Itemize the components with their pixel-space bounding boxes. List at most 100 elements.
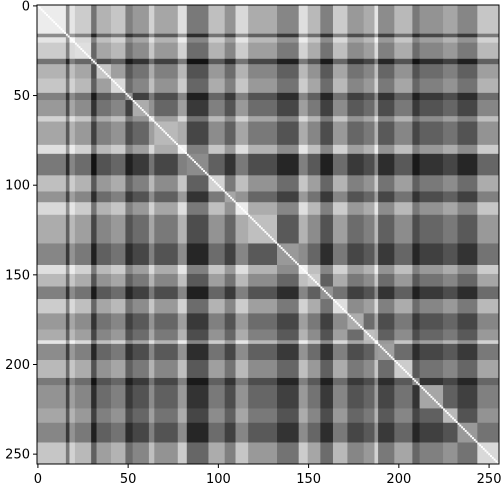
heatmap-block-cell [224, 175, 236, 192]
heatmap-block-cell [132, 343, 150, 361]
heatmap-block-cell [91, 264, 97, 275]
heatmap-block-cell [132, 243, 150, 266]
heatmap-block-cell [307, 42, 321, 60]
heatmap-block-cell [419, 78, 444, 94]
heatmap-block-cell [74, 264, 92, 275]
heatmap-block-cell [91, 214, 97, 244]
diagonal-cell [161, 128, 164, 131]
heatmap-block-cell [224, 343, 236, 361]
heatmap-block-cell [224, 273, 236, 287]
heatmap-block-cell [298, 100, 309, 117]
heatmap-block-cell [148, 202, 155, 216]
heatmap-block-cell [320, 442, 334, 465]
heatmap-block-cell [110, 42, 126, 60]
heatmap-block-cell [235, 33, 249, 38]
diagonal-cell [329, 295, 332, 298]
heatmap-block-cell [154, 422, 179, 443]
heatmap-block-cell [378, 442, 395, 465]
heatmap-block-cell [419, 214, 444, 244]
heatmap-block-cell [277, 273, 300, 287]
diagonal-cell [159, 126, 162, 129]
heatmap-block-cell [37, 313, 67, 330]
heatmap-block-cell [412, 299, 420, 314]
heatmap-block-cell [457, 116, 478, 122]
diagonal-cell [455, 420, 458, 423]
diagonal-cell [493, 458, 496, 461]
heatmap-block-cell [374, 202, 379, 216]
diagonal-cell [351, 316, 354, 319]
heatmap-block-cell [277, 153, 300, 176]
diagonal-cell [392, 358, 395, 361]
heatmap-block-cell [248, 273, 278, 287]
heatmap-block-cell [177, 42, 188, 60]
heatmap-block-cell [374, 313, 379, 330]
diagonal-cell [298, 264, 301, 267]
heatmap-block-cell [277, 329, 300, 341]
diagonal-cell [439, 404, 442, 407]
heatmap-block-cell [419, 377, 444, 386]
heatmap-block-cell [320, 343, 334, 361]
diagonal-cell [295, 261, 298, 264]
heatmap-block-cell [69, 329, 76, 341]
heatmap-block-cell [374, 64, 379, 79]
diagonal-cell [437, 403, 440, 406]
heatmap-block-cell [320, 64, 334, 79]
heatmap-block-cell [208, 377, 226, 386]
heatmap-block-cell [332, 202, 348, 216]
heatmap-block-cell [148, 422, 155, 443]
heatmap-block-cell [125, 264, 134, 275]
diagonal-cell [175, 143, 178, 146]
heatmap-block-cell [347, 5, 365, 35]
diagonal-cell [457, 422, 460, 425]
diagonal-cell [417, 383, 420, 386]
diagonal-cell [222, 189, 225, 192]
heatmap-block-cell [277, 422, 300, 443]
heatmap-block-cell [65, 385, 70, 409]
diagonal-cell [302, 268, 305, 271]
diagonal-cell [188, 155, 191, 158]
heatmap-block-cell [332, 442, 348, 465]
diagonal-cell [331, 297, 334, 300]
heatmap-block-cell [477, 340, 500, 345]
heatmap-block-cell [177, 92, 188, 101]
heatmap-block-cell [298, 360, 309, 379]
diagonal-cell [78, 46, 81, 49]
heatmap-block-cell [363, 343, 375, 361]
diagonal-cell [143, 110, 146, 113]
heatmap-block-cell [177, 313, 188, 330]
diagonal-cell [224, 191, 227, 194]
heatmap-block-cell [125, 33, 134, 38]
axes-frame [36, 4, 500, 465]
heatmap-block-cell [298, 37, 309, 44]
heatmap-block-cell [208, 442, 226, 465]
heatmap-block-cell [298, 33, 309, 38]
diagonal-cell [91, 58, 94, 61]
heatmap-block-cell [125, 191, 134, 203]
heatmap-block-cell [378, 116, 395, 122]
heatmap-block-cell [457, 121, 478, 146]
heatmap-block-cell [224, 5, 236, 35]
heatmap-block-cell [69, 78, 76, 94]
diagonal-cell [210, 177, 213, 180]
heatmap-block-cell [320, 92, 334, 101]
heatmap-block-cell [378, 58, 395, 65]
heatmap-block-cell [378, 92, 395, 101]
heatmap-block-cell [320, 175, 334, 192]
heatmap-block-cell [443, 153, 458, 176]
heatmap-block-cell [347, 92, 365, 101]
diagonal-cell [443, 408, 446, 411]
heatmap-block-cell [347, 153, 365, 176]
diagonal-cell [255, 221, 258, 224]
diagonal-cell [430, 395, 433, 398]
heatmap-block-cell [224, 144, 236, 155]
heatmap-block-cell [132, 299, 150, 314]
heatmap-block-cell [132, 42, 150, 60]
heatmap-block-cell [65, 408, 70, 424]
heatmap-block-cell [110, 37, 126, 44]
heatmap-block-cell [177, 273, 188, 287]
heatmap-block-cell [298, 343, 309, 361]
heatmap-block-cell [69, 422, 76, 443]
heatmap-block-cell [394, 329, 413, 341]
heatmap-block-cell [248, 329, 278, 341]
heatmap-block-cell [125, 121, 134, 146]
